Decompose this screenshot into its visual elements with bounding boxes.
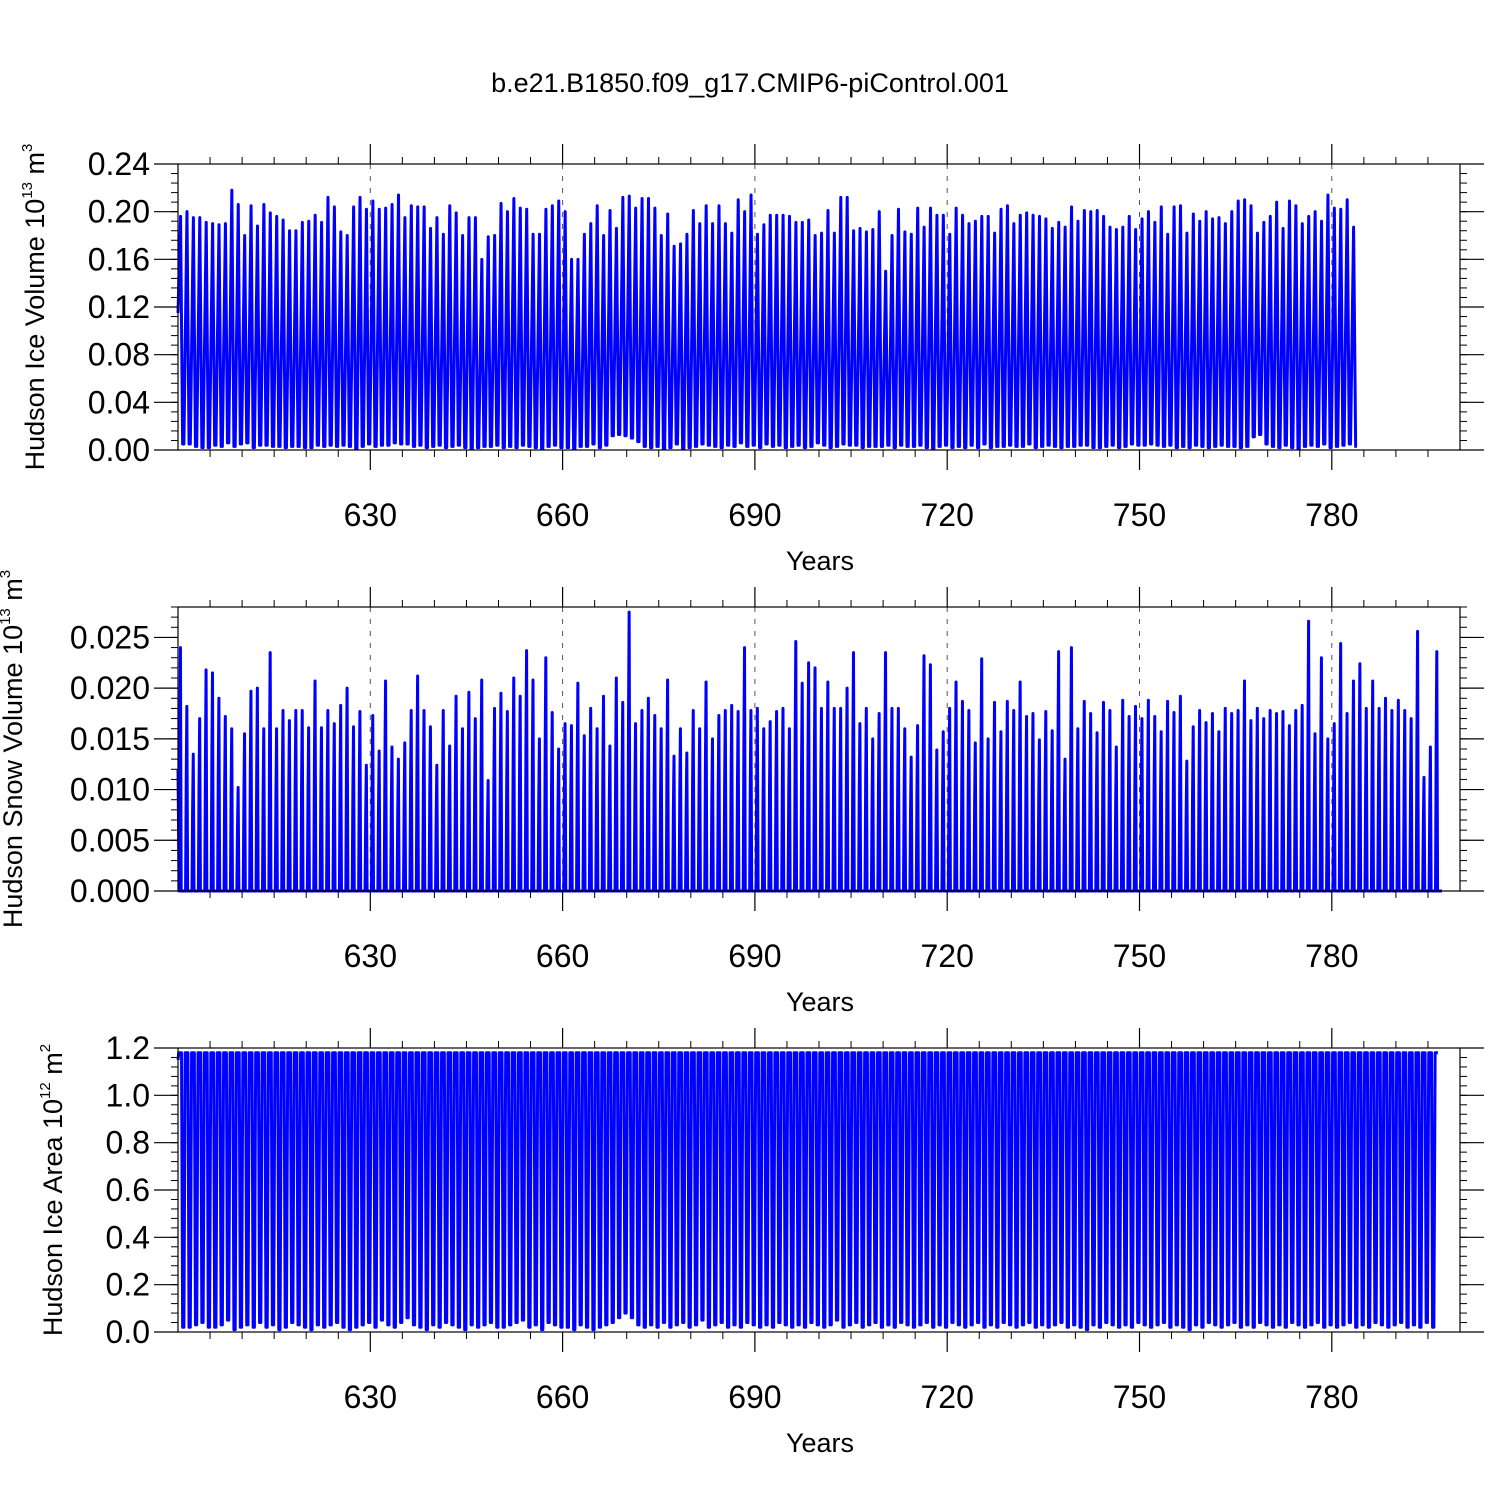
- y-axis-label: Hudson Ice Area 1012 m2: [37, 1044, 68, 1336]
- series-line-ice-volume: [176, 188, 1358, 451]
- x-axis-label: Years: [786, 546, 854, 576]
- y-tick-label: 0.12: [88, 289, 150, 325]
- x-tick-label: 630: [344, 938, 397, 974]
- figure-title: b.e21.B1850.f09_g17.CMIP6-piControl.001: [491, 68, 1009, 98]
- y-axis-label-unit: m: [0, 578, 28, 608]
- y-axis-label-unit-exponent: 2: [37, 1044, 54, 1052]
- y-tick-label: 1.0: [106, 1077, 150, 1113]
- y-axis-label-unit: m: [20, 152, 50, 182]
- y-axis-label-unit-exponent: 3: [19, 144, 36, 152]
- x-tick-label: 690: [728, 938, 781, 974]
- panel-snow-volume: 630 660 690 720 750 780 0.000 0.005 0.010 0.015 0.…: [0, 570, 1484, 1017]
- y-tick-label: 0.025: [70, 619, 150, 655]
- x-tick-label: 630: [344, 497, 397, 533]
- y-axis-label-text: Hudson Ice Area 10: [38, 1099, 68, 1336]
- x-tick-label: 720: [921, 497, 974, 533]
- x-tick-label: 750: [1113, 497, 1166, 533]
- y-axis-label: Hudson Ice Volume 1013 m3: [19, 144, 50, 471]
- y-axis-label-unit: m: [38, 1052, 68, 1082]
- x-axis-label: Years: [786, 1428, 854, 1458]
- y-axis-label: Hudson Snow Volume 1013 m3: [0, 570, 28, 928]
- x-tick-label: 660: [536, 497, 589, 533]
- y-tick-label: 0.6: [106, 1172, 150, 1208]
- panels: 630 660 690 720 750 780 0.00 0.04 0.08 0.12 0.16 0.…: [0, 144, 1484, 1458]
- y-tick-label: 0.015: [70, 721, 150, 757]
- x-tick-label: 630: [344, 1379, 397, 1415]
- y-tick-label: 0.24: [88, 146, 150, 182]
- x-tick-label: 690: [728, 497, 781, 533]
- x-tick-label: 660: [536, 1379, 589, 1415]
- y-axis-label-exponent: 13: [0, 608, 14, 625]
- y-axis-label-exponent: 12: [37, 1082, 54, 1099]
- x-tick-label: 780: [1305, 497, 1358, 533]
- y-tick-label: 0.010: [70, 772, 150, 808]
- x-tick-label: 780: [1305, 1379, 1358, 1415]
- panel-ice-area: 630 660 690 720 750 780 0.0 0.2 0.4 0.6 0.8 1.0 1.2 Y…: [37, 1028, 1484, 1458]
- y-tick-label: 0.2: [106, 1267, 150, 1303]
- y-tick-label: 0.16: [88, 241, 150, 277]
- y-tick-label: 0.08: [88, 337, 150, 373]
- y-tick-label: 0.00: [88, 432, 150, 468]
- y-axis-label-text: Hudson Ice Volume 10: [20, 199, 50, 471]
- x-tick-label: 750: [1113, 1379, 1166, 1415]
- x-axis-label: Years: [786, 987, 854, 1017]
- y-tick-label: 1.2: [106, 1030, 150, 1066]
- y-tick-label: 0.0: [106, 1314, 150, 1350]
- y-tick-label: 0.8: [106, 1125, 150, 1161]
- y-tick-label: 0.000: [70, 873, 150, 909]
- x-tick-label: 690: [728, 1379, 781, 1415]
- x-tick-label: 750: [1113, 938, 1166, 974]
- x-tick-label: 720: [921, 938, 974, 974]
- y-tick-label: 0.20: [88, 194, 150, 230]
- x-tick-label: 720: [921, 1379, 974, 1415]
- x-tick-label: 660: [536, 938, 589, 974]
- y-tick-label: 0.04: [88, 384, 150, 420]
- y-tick-label: 0.4: [106, 1219, 150, 1255]
- series-line-ice-area: [176, 1051, 1438, 1332]
- y-tick-label: 0.020: [70, 670, 150, 706]
- y-axis-label-exponent: 13: [19, 182, 36, 199]
- x-tick-label: 780: [1305, 938, 1358, 974]
- panel-ice-volume: 630 660 690 720 750 780 0.00 0.04 0.08 0.12 0.16 0.…: [19, 144, 1484, 576]
- y-axis-label-unit-exponent: 3: [0, 570, 14, 578]
- y-tick-label: 0.005: [70, 822, 150, 858]
- y-axis-label-text: Hudson Snow Volume 10: [0, 625, 28, 928]
